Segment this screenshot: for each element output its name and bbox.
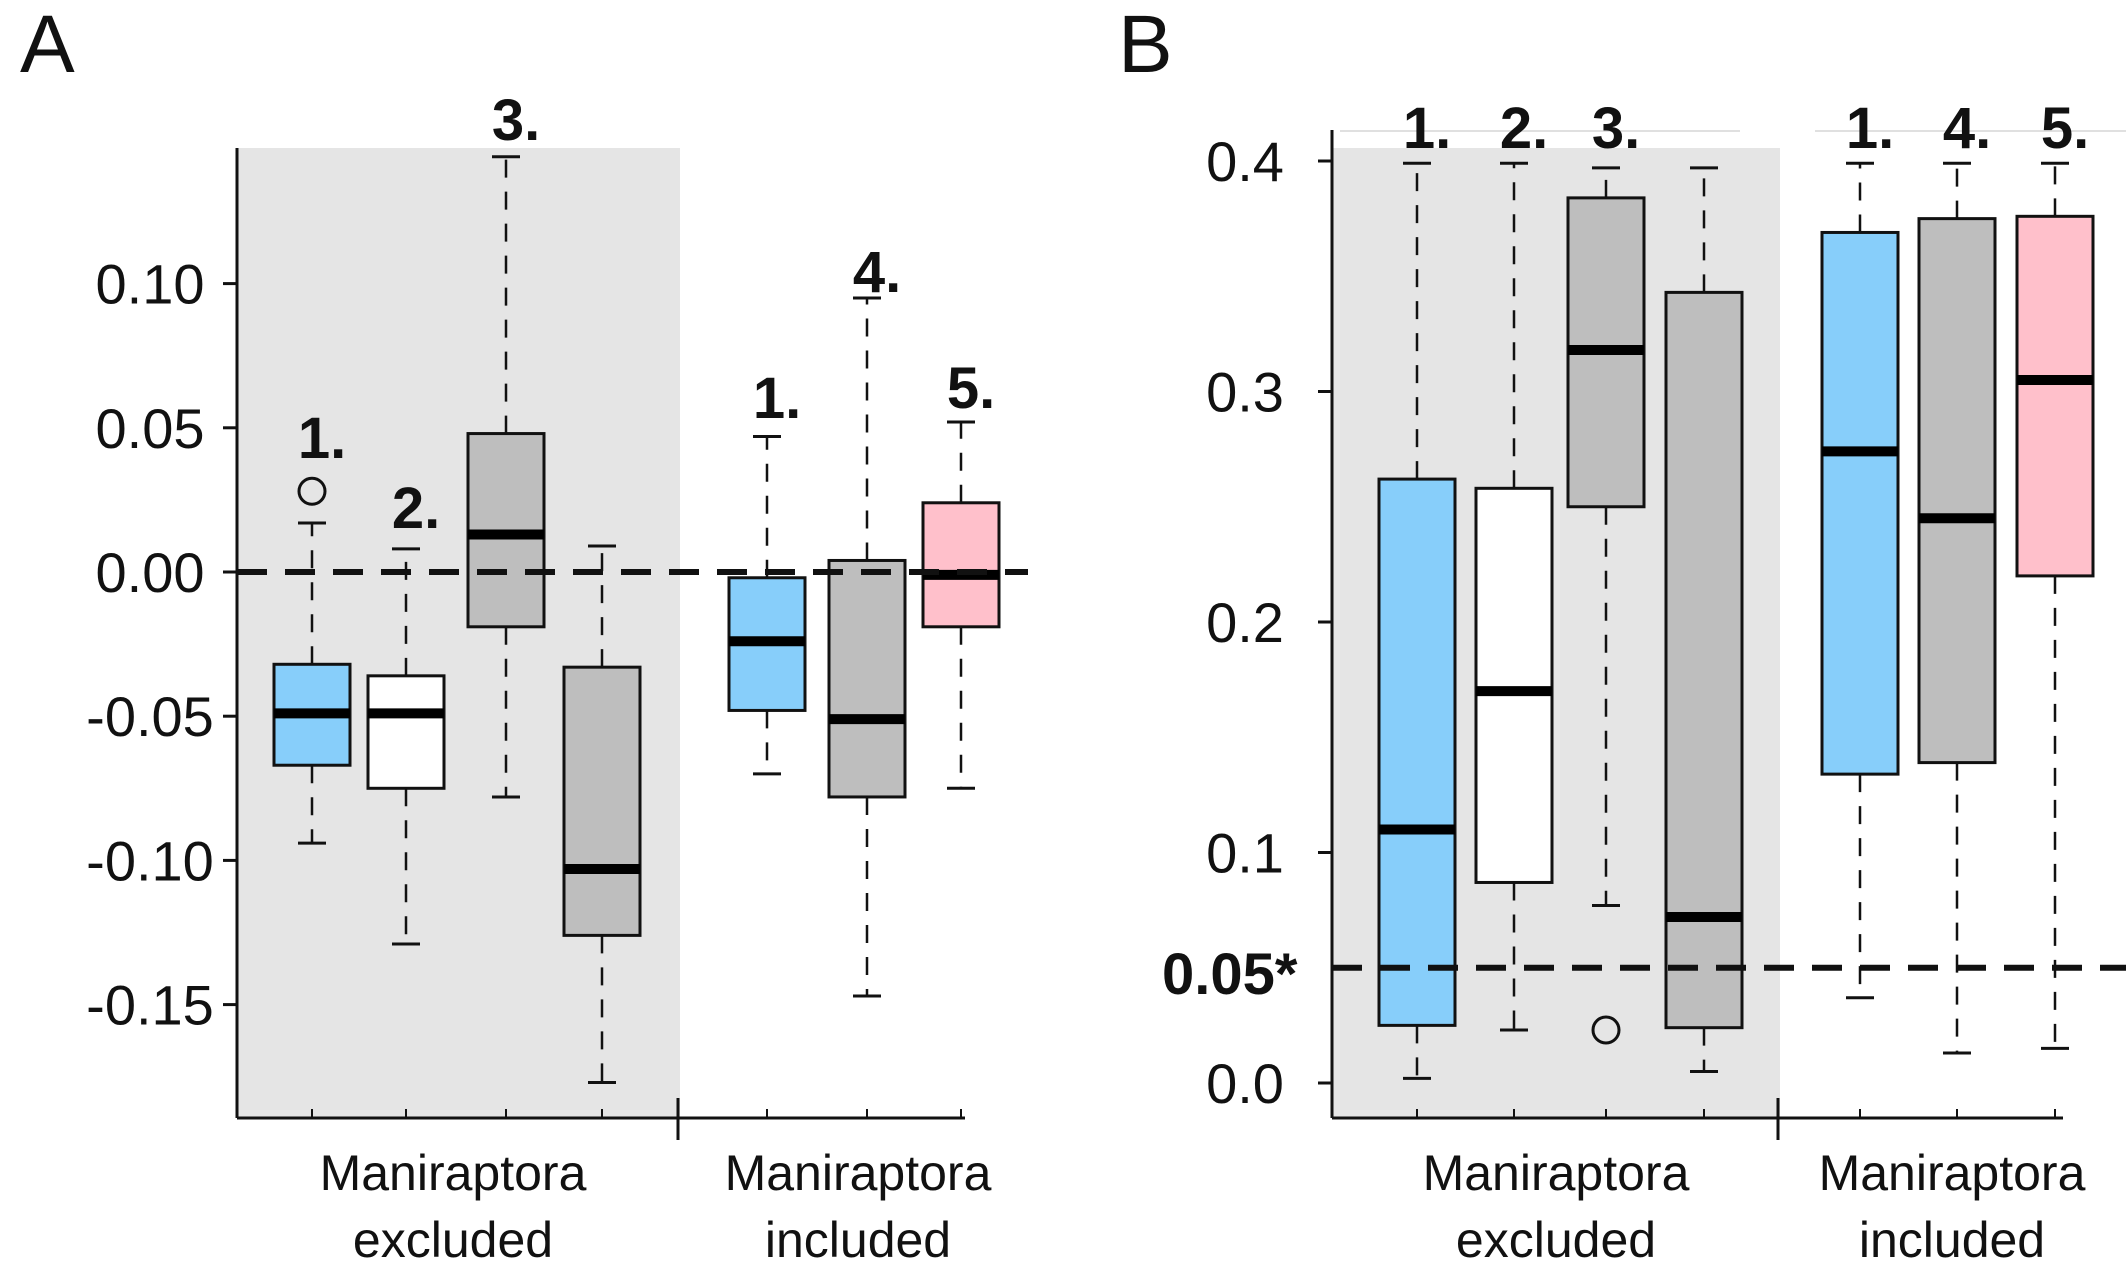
box-6 [1917, 161, 1997, 1055]
box-2 [1474, 161, 1554, 1032]
y-tick-label: 0.0 [1206, 1052, 1284, 1115]
group-label-line2: excluded [353, 1212, 553, 1261]
box-number-label: 1. [1403, 96, 1451, 161]
panel-a: 0.10 0.05 0.00 -0.05 -0.10 -0.15 1. 2. 3. 1. 4. 5. M… [20, 0, 1028, 1261]
panel-label: A [20, 0, 75, 90]
panel-label: B [1118, 0, 1173, 90]
box-body [921, 501, 1001, 629]
box-body [562, 665, 642, 937]
reference-line-label: 0.05* [1162, 942, 1298, 1007]
box-number-label: 2. [392, 476, 440, 541]
box-6 [827, 296, 907, 998]
box-number-label: 3. [492, 88, 540, 153]
box-number-label: 2. [1500, 96, 1548, 161]
box-7 [921, 420, 1001, 790]
group-label-line1: Maniraptora [1423, 1145, 1690, 1201]
outlier-point [297, 476, 327, 506]
box-number-label: 5. [947, 356, 995, 421]
box-number-label: 5. [2041, 96, 2089, 161]
box-body [366, 674, 446, 790]
box-number-label: 4. [1943, 96, 1991, 161]
box-number-label: 3. [1592, 96, 1640, 161]
box-number-label: 1. [1846, 96, 1894, 161]
y-tick-label: 0.00 [96, 541, 205, 604]
box-3 [1566, 166, 1646, 1045]
group-label-line2: excluded [1456, 1212, 1656, 1261]
box-1 [1377, 161, 1457, 1080]
y-tick-label: 0.3 [1206, 361, 1284, 424]
box-1 [272, 476, 352, 845]
y-tick-label: 0.4 [1206, 130, 1284, 193]
box-body [1820, 230, 1900, 776]
y-tick-label: 0.10 [96, 253, 205, 316]
box-body [1664, 290, 1744, 1030]
box-5 [1820, 161, 1900, 1000]
group-label-line1: Maniraptora [725, 1145, 992, 1201]
group-label-line2: included [765, 1212, 951, 1261]
group-label-line1: Maniraptora [1819, 1145, 2086, 1201]
box-body [2015, 214, 2095, 578]
panel-b: 0.4 0.3 0.2 0.1 0.0 1. 2. 3. 1. 4. 5. 0.05* Manirapt… [1118, 0, 2126, 1261]
y-tick-label: -0.05 [86, 685, 214, 748]
y-tick-label: -0.10 [86, 829, 214, 892]
box-number-label: 1. [298, 406, 346, 471]
outlier-point [1591, 1015, 1621, 1045]
box-3 [466, 155, 546, 799]
box-number-label: 1. [753, 366, 801, 431]
y-tick-label: 0.1 [1206, 822, 1284, 885]
y-tick-label: 0.2 [1206, 591, 1284, 654]
shaded-region-excluded [237, 148, 680, 1118]
box-body [827, 558, 907, 799]
box-7 [2015, 161, 2095, 1050]
y-tick-label: 0.05 [96, 397, 205, 460]
group-label-line1: Maniraptora [320, 1145, 587, 1201]
box-body [1377, 477, 1457, 1027]
box-number-label: 4. [853, 240, 901, 305]
box-5 [727, 434, 807, 776]
group-label-line2: included [1859, 1212, 2045, 1261]
box-body [1917, 217, 1997, 765]
box-4 [562, 544, 642, 1084]
box-4 [1664, 166, 1744, 1073]
box-body [1474, 486, 1554, 884]
y-tick-label: -0.15 [86, 974, 214, 1037]
